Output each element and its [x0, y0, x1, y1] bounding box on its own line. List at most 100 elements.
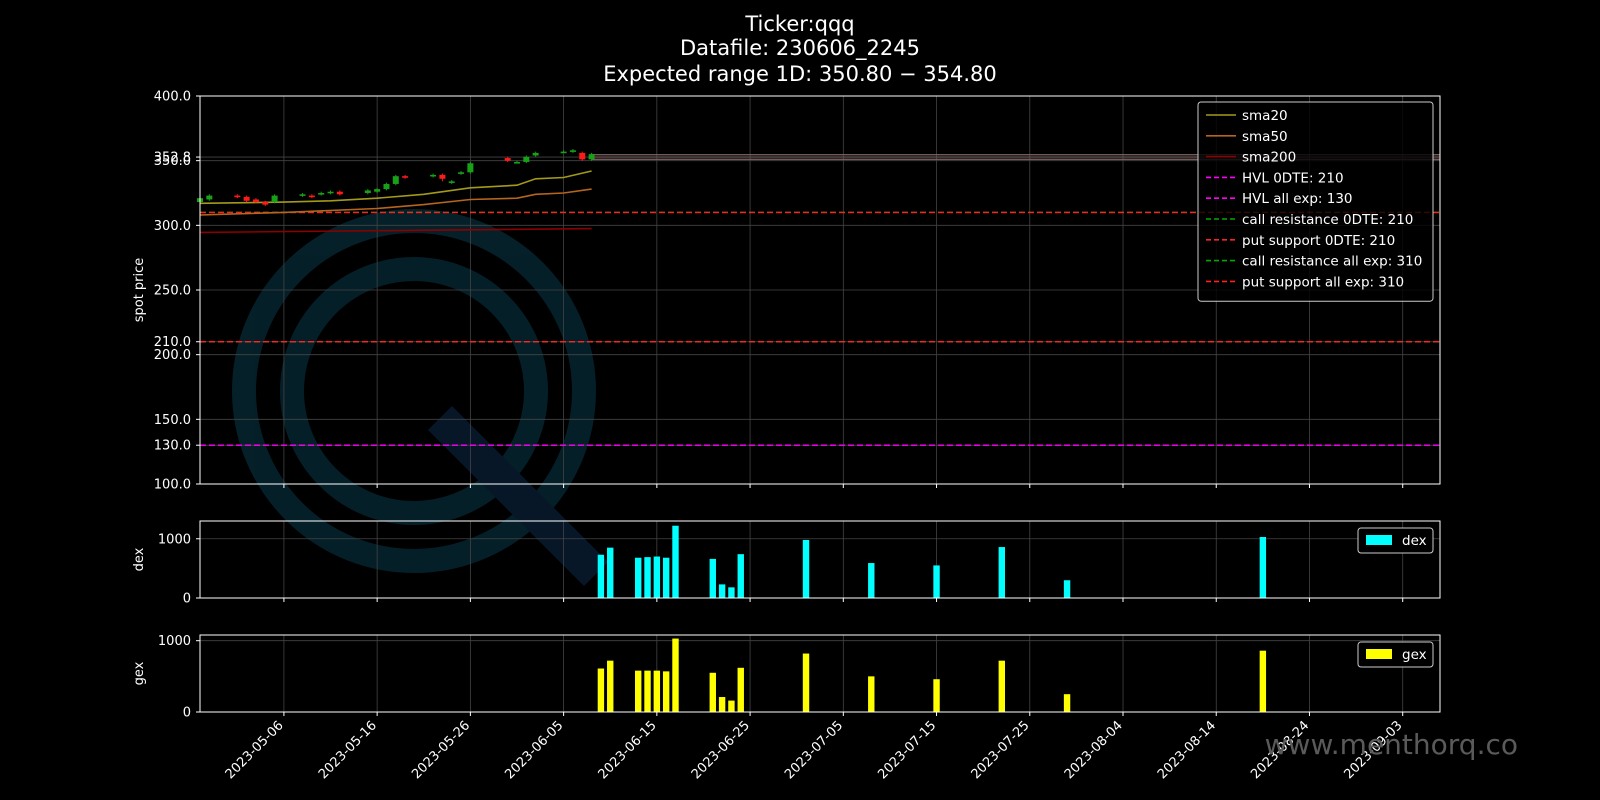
legend-label: sma20 [1242, 108, 1288, 124]
candle-body [588, 154, 595, 160]
chart-title-datafile: Datafile: 230606_2245 [680, 36, 920, 61]
bar [653, 670, 661, 712]
dex-panel: 0 1000 dex dex [132, 520, 1441, 607]
price-y-tick-label: 200.0 [154, 348, 191, 363]
candle-body [262, 202, 269, 205]
gex-y-ticks: 0 1000 [158, 634, 200, 721]
candle-body [430, 174, 437, 177]
candle-body [299, 194, 306, 196]
candle-body [458, 172, 465, 174]
logo-inner-ring [280, 257, 548, 525]
candle-body [308, 195, 315, 198]
legend-label: dex [1402, 533, 1427, 549]
bar [1259, 650, 1267, 712]
sma-line [199, 227, 592, 234]
bar [644, 557, 651, 598]
legend-label: put support 0DTE: 210 [1242, 233, 1395, 249]
candle-body [579, 152, 586, 160]
bar [607, 660, 614, 712]
bar [737, 667, 744, 712]
candle-body [271, 195, 278, 203]
candlesticks [197, 149, 595, 206]
gex-frame [199, 634, 1441, 713]
candle-body [467, 163, 474, 173]
legend-label: sma200 [1242, 150, 1296, 166]
price-y-tick-label: 352.8 [154, 151, 191, 166]
candle-body [243, 196, 250, 201]
bar [709, 558, 716, 598]
bar [718, 584, 726, 598]
logo-watermark [232, 209, 609, 587]
dex-bars [597, 525, 1267, 598]
bar [634, 670, 642, 712]
bar [802, 653, 810, 712]
dex-y-tick-label: 1000 [158, 532, 191, 547]
candle-body [234, 195, 241, 198]
bar [998, 547, 1006, 598]
price-y-tick-label: 400.0 [154, 90, 191, 105]
bar [802, 539, 810, 598]
bar [662, 671, 670, 712]
price-y-tick-label: 100.0 [154, 478, 191, 493]
bar [933, 679, 940, 712]
gex-y-tick-label: 0 [183, 706, 191, 721]
candle-body [318, 193, 325, 195]
legend-label: put support all exp: 310 [1242, 274, 1404, 290]
bar [662, 557, 670, 598]
bar [998, 660, 1006, 712]
dex-y-axis-label: dex [132, 547, 147, 571]
gex-y-tick-label: 1000 [158, 634, 191, 649]
gex-y-axis-label: gex [132, 661, 147, 685]
bar [644, 670, 651, 712]
legend-label: gex [1402, 647, 1427, 663]
dex-legend: dex [1357, 527, 1434, 554]
bar [868, 676, 875, 712]
sma-lines [199, 170, 592, 234]
candle-body [392, 176, 399, 184]
dex-y-ticks: 0 1000 [158, 532, 200, 607]
candle-body [336, 191, 343, 195]
bar [597, 668, 605, 712]
candle-body [327, 191, 334, 194]
candle-body [383, 183, 390, 190]
legend-label: call resistance 0DTE: 210 [1242, 212, 1413, 228]
bar [634, 557, 642, 598]
candle-body [504, 158, 511, 161]
bar [728, 700, 735, 712]
candle-body [364, 190, 371, 193]
chart-titles: Ticker:qqq Datafile: 230606_2245 Expecte… [603, 12, 997, 86]
logo-tail [427, 405, 609, 587]
candle-body [513, 161, 520, 164]
price-y-tick-label: 210.0 [154, 335, 191, 350]
price-y-tick-label: 350.0 [154, 154, 191, 169]
candle-body [560, 151, 567, 154]
bar [933, 565, 940, 598]
logo-outer-ring [232, 209, 596, 573]
gex-legend: gex [1357, 641, 1434, 668]
dex-y-tick-label: 0 [183, 592, 191, 607]
candle-body [448, 181, 455, 183]
price-y-axis-label: spot price [132, 258, 147, 323]
price-y-tick-label: 300.0 [154, 219, 191, 234]
legend-label: HVL 0DTE: 210 [1242, 170, 1344, 186]
bar [653, 556, 661, 598]
candle-body [439, 174, 446, 179]
bar [728, 587, 735, 598]
candle-body [252, 199, 259, 203]
legend-swatch [1366, 535, 1392, 545]
legend-swatch [1366, 649, 1392, 659]
price-y-tick-label: 130.0 [154, 439, 191, 454]
legend-box [1357, 641, 1434, 668]
sma-line [199, 188, 592, 216]
legend-label: sma50 [1242, 129, 1288, 145]
watermark-url: www.menthorq.co [1265, 728, 1518, 761]
bar [1259, 536, 1267, 598]
legend-box [1197, 101, 1434, 302]
bar [868, 563, 875, 598]
bar [672, 525, 679, 598]
candle-body [374, 189, 381, 192]
legend-label: call resistance all exp: 310 [1242, 254, 1422, 270]
bar [1063, 580, 1071, 598]
